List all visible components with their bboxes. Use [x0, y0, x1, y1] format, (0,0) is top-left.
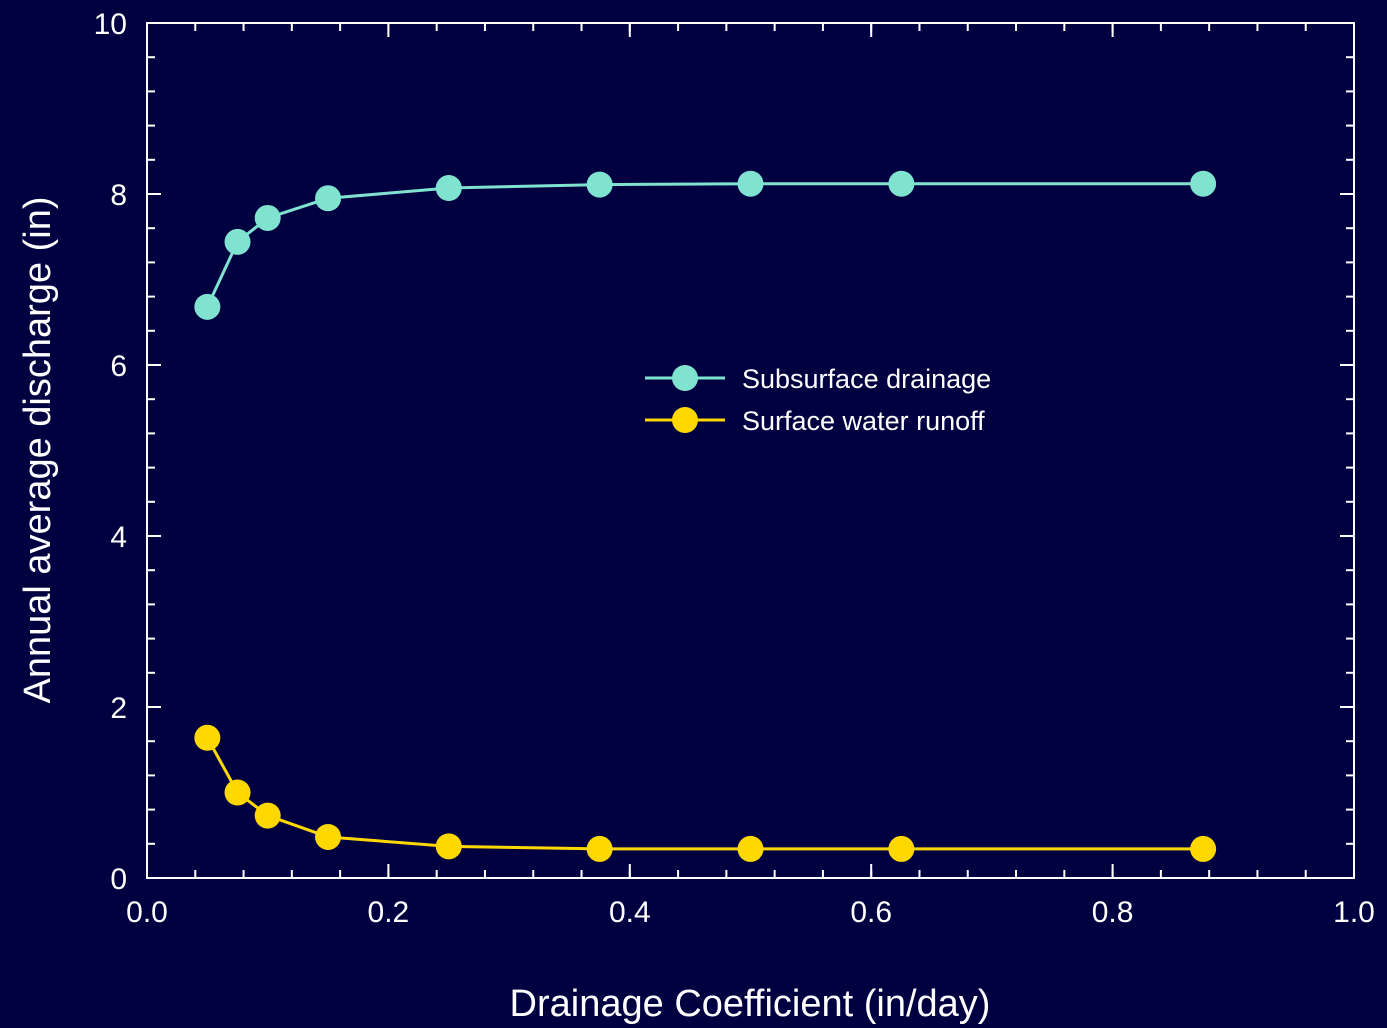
legend-marker-subsurface	[672, 365, 698, 391]
data-point-series-0	[315, 185, 342, 212]
x-tick-label: 0.2	[368, 896, 410, 929]
legend-marker-surface	[672, 407, 698, 433]
data-point-series-1	[888, 835, 915, 862]
series	[194, 170, 1217, 862]
data-point-series-0	[888, 170, 915, 197]
x-tick-label: 0.4	[609, 896, 651, 929]
data-point-series-1	[1190, 835, 1217, 862]
y-tick-label: 8	[110, 179, 127, 212]
data-point-series-1	[435, 833, 462, 860]
series-line-0	[205, 182, 1204, 308]
y-tick-label: 6	[110, 350, 127, 383]
data-point-series-0	[224, 228, 251, 255]
data-point-series-1	[194, 724, 221, 751]
plot-frame	[146, 22, 1355, 879]
x-tick-label: 0.8	[1092, 896, 1134, 929]
y-tick-label: 0	[110, 863, 127, 896]
legend-label-surface: Surface water runoff	[742, 406, 985, 436]
data-point-series-1	[224, 779, 251, 806]
data-point-series-0	[194, 293, 221, 320]
x-tick-label: 0.0	[126, 896, 168, 929]
data-point-series-0	[435, 175, 462, 202]
data-point-series-1	[315, 823, 342, 850]
x-tick-label: 0.6	[850, 896, 892, 929]
legend-label-subsurface: Subsurface drainage	[742, 364, 991, 394]
y-tick-label: 2	[110, 692, 127, 725]
legend: Subsurface drainage Surface water runoff	[645, 364, 991, 436]
data-point-series-1	[737, 835, 764, 862]
y-tick-label: 10	[94, 8, 127, 41]
ticks: 0.0 0.2 0.4 0.6 0.8 1.0 0 2 4 6 8 10	[94, 8, 1375, 929]
x-axis-label: Drainage Coefficient (in/day)	[510, 983, 991, 1025]
y-axis-label: Annual average discharge (in)	[17, 197, 59, 704]
series-line-1	[206, 737, 1204, 851]
x-tick-label: 1.0	[1333, 896, 1375, 929]
data-point-series-0	[737, 170, 764, 197]
y-tick-label: 4	[110, 521, 127, 554]
data-point-series-0	[254, 204, 281, 231]
data-point-series-1	[586, 835, 613, 862]
data-point-series-0	[1190, 170, 1217, 197]
data-point-series-0	[586, 171, 613, 198]
data-point-series-1	[254, 802, 281, 829]
